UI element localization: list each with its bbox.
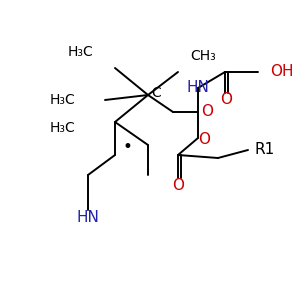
Text: CH₃: CH₃ — [190, 49, 216, 63]
Text: O: O — [220, 92, 232, 107]
Text: H₃C: H₃C — [49, 121, 75, 135]
Text: HN: HN — [76, 211, 99, 226]
Text: R1: R1 — [254, 142, 274, 158]
Text: H₃C: H₃C — [49, 93, 75, 107]
Text: •: • — [122, 138, 132, 156]
Text: HN: HN — [187, 80, 209, 94]
Text: O: O — [172, 178, 184, 193]
Text: C: C — [151, 86, 161, 100]
Text: H₃C: H₃C — [67, 45, 93, 59]
Text: O: O — [201, 104, 213, 119]
Text: O: O — [198, 133, 210, 148]
Text: OH: OH — [270, 64, 293, 80]
